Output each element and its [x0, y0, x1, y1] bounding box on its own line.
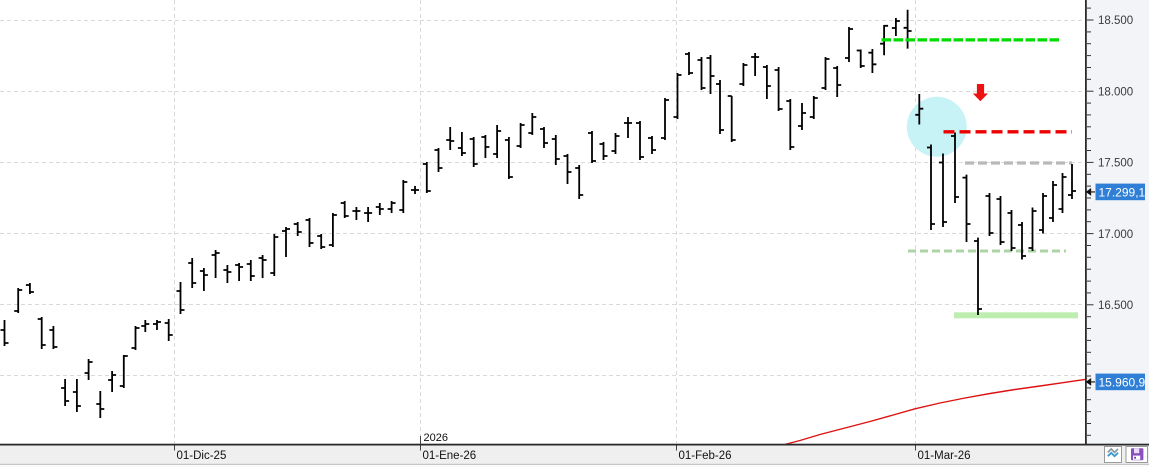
svg-text:01-Ene-26: 01-Ene-26	[423, 450, 477, 462]
svg-text:2026: 2026	[424, 432, 448, 444]
svg-text:01-Feb-26: 01-Feb-26	[679, 450, 732, 462]
svg-text:01-Dic-25: 01-Dic-25	[177, 450, 227, 462]
svg-text:17.000: 17.000	[1098, 229, 1133, 241]
svg-text:15.960,9: 15.960,9	[1099, 375, 1146, 389]
svg-text:17.500: 17.500	[1098, 158, 1133, 170]
svg-text:18.500: 18.500	[1098, 15, 1133, 27]
svg-text:16.500: 16.500	[1098, 300, 1133, 312]
svg-text:01-Mar-26: 01-Mar-26	[918, 450, 971, 462]
svg-text:17.299,1: 17.299,1	[1099, 185, 1146, 199]
svg-text:18.000: 18.000	[1098, 86, 1133, 98]
